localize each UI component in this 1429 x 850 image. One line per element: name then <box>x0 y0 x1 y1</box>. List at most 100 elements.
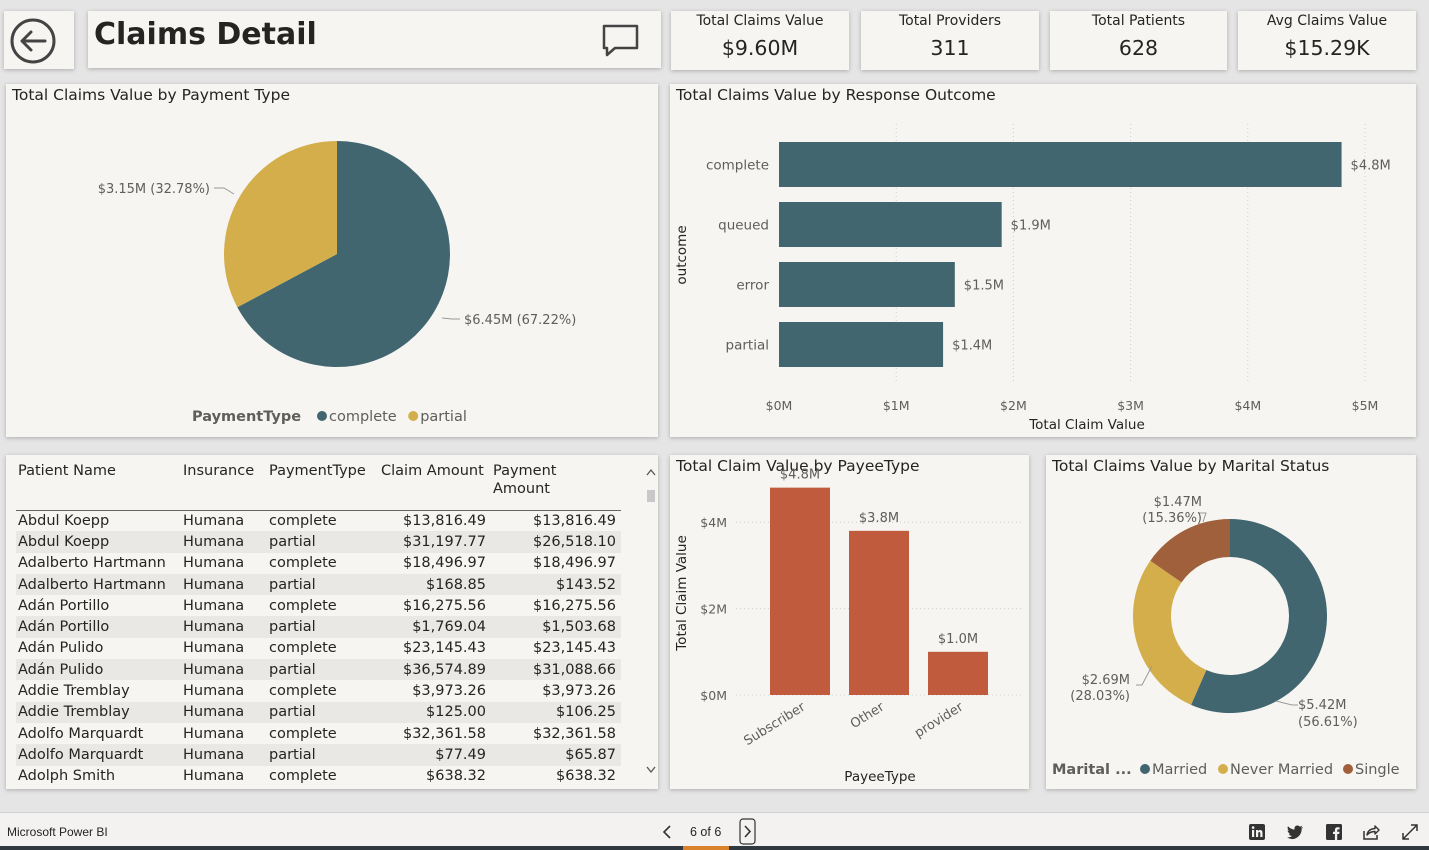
kpi-value: $9.60M <box>721 36 799 60</box>
cell-patient-name: Addie Tremblay <box>18 683 130 700</box>
donut-leader-line <box>1275 700 1298 706</box>
payee-type-bar-visual[interactable]: Total Claim Value by PayeeType $0M $2M $4M… <box>670 455 1029 789</box>
cell-payment-type: complete <box>269 555 337 572</box>
table-row[interactable]: Adán Pulido Humana complete $23,145.43 $23,1… <box>16 638 621 659</box>
cell-patient-name: Addie Tremblay <box>16 701 181 723</box>
cell-patient-name: Adán Portillo <box>16 616 181 638</box>
back-button[interactable] <box>4 11 74 69</box>
table-row[interactable]: Abdul Koepp Humana partial $31,197.77 $26,51… <box>16 531 621 553</box>
scroll-up-icon[interactable] <box>646 468 656 476</box>
column-header-patient-name[interactable]: Patient Name <box>16 460 181 511</box>
pie-data-label: $6.45M (67.22%) <box>464 313 576 328</box>
table-row[interactable]: Adán Pulido Humana partial $36,574.89 $31,08… <box>16 659 621 681</box>
bar-complete[interactable] <box>779 142 1342 187</box>
cell-insurance: Humana <box>183 640 245 657</box>
donut-slice-married[interactable] <box>1191 519 1327 713</box>
cell-claim-amount: $16,275.56 <box>402 597 486 614</box>
legend-marker <box>408 411 419 421</box>
x-tick-label: $2M <box>1000 398 1027 413</box>
x-axis-title: PayeeType <box>844 769 915 785</box>
legend-item-married[interactable]: Married <box>1152 762 1207 778</box>
pie-slice-partial[interactable] <box>223 141 337 308</box>
table-row[interactable]: Adolfo Marquardt Humana partial $77.49 $65.8… <box>16 744 621 766</box>
cell-patient-name: Adolph Smith <box>18 768 116 785</box>
cell-payment-type: complete <box>269 512 337 529</box>
claims-table-visual[interactable]: Patient Name Insurance PaymentType Claim… <box>6 455 658 789</box>
table-row[interactable]: Abdul Koepp Humana complete $13,816.49 $13,8… <box>16 510 621 531</box>
cell-patient-name: Adalberto Hartmann <box>18 555 166 572</box>
cell-payment-type: partial <box>267 744 379 766</box>
table-row[interactable]: Adolfo Marquardt Humana complete $32,361.58… <box>16 723 621 744</box>
legend-item-complete[interactable]: complete <box>329 409 397 425</box>
kpi-total-claims-value: Total Claims Value $9.60M <box>671 11 849 70</box>
table-row[interactable]: Adolph Smith Humana complete $638.32 $638.32 <box>16 766 621 787</box>
scrollbar-thumb[interactable] <box>647 490 655 502</box>
cell-patient-name: Adolfo Marquardt <box>16 744 181 766</box>
y-tick-label: $2M <box>700 602 727 617</box>
cell-payment-type: complete <box>269 683 337 700</box>
table-row[interactable]: Adalberto Hartmann Humana partial $168.85 $1… <box>16 573 621 596</box>
cell-claim-amount: $18,496.97 <box>402 555 486 572</box>
payment-type-pie-visual[interactable]: Total Claims Value by Payment Type $6.45… <box>6 84 658 437</box>
cell-payment-amount: $13,816.49 <box>532 512 616 529</box>
table-scrollbar[interactable] <box>646 467 656 777</box>
cell-claim-amount: $36,574.89 <box>379 659 491 681</box>
bar-queued[interactable] <box>779 202 1002 247</box>
cell-insurance: Humana <box>181 573 267 596</box>
x-category-label: Other <box>848 699 888 732</box>
twitter-icon[interactable] <box>1286 823 1304 841</box>
cell-patient-name: Adalberto Hartmann <box>16 573 181 596</box>
cell-payment-type: partial <box>267 573 379 596</box>
visual-title: Total Claims Value by Response Outcome <box>676 86 996 104</box>
cell-claim-amount: $638.32 <box>426 768 486 785</box>
bar-data-label: $4.8M <box>780 468 820 483</box>
marital-status-donut-visual[interactable]: Total Claims Value by Marital Status $5.… <box>1046 455 1416 789</box>
donut-slice-never-married[interactable] <box>1133 560 1207 705</box>
legend-item-partial[interactable]: partial <box>420 409 467 425</box>
response-outcome-bar-chart: $0M $1M $2M $3M $4M $5M complete $4.8M queued $1.… <box>674 124 1391 433</box>
share-icon[interactable] <box>1362 823 1380 841</box>
cell-payment-amount: $143.52 <box>491 573 621 596</box>
bar-subscriber[interactable] <box>770 487 830 695</box>
column-header-payment-type[interactable]: PaymentType <box>267 460 379 511</box>
scroll-down-icon[interactable] <box>646 766 656 774</box>
legend-item-single[interactable]: Single <box>1355 762 1400 778</box>
cell-patient-name: Abdul Koepp <box>18 512 110 529</box>
cell-claim-amount: $31,197.77 <box>379 531 491 553</box>
cell-payment-amount: $3,973.26 <box>542 683 616 700</box>
response-outcome-bar-visual[interactable]: Total Claims Value by Response Outcome $… <box>670 84 1416 437</box>
cell-insurance: Humana <box>181 701 267 723</box>
legend-item-never-married[interactable]: Never Married <box>1230 762 1333 778</box>
cell-insurance: Humana <box>183 768 245 785</box>
bar-error[interactable] <box>779 262 955 307</box>
table-row[interactable]: Addie Tremblay Humana complete $3,973.26 $3,… <box>16 680 621 701</box>
table-row[interactable]: Adán Portillo Humana complete $16,275.56 $16… <box>16 595 621 616</box>
cell-claim-amount: $1,769.04 <box>379 616 491 638</box>
comment-icon[interactable] <box>601 23 641 59</box>
y-tick-label: $0M <box>700 688 727 703</box>
donut-slice-single[interactable] <box>1150 519 1230 583</box>
table-row[interactable]: Adalberto Hartmann Humana complete $18,496.… <box>16 553 621 574</box>
table-row[interactable]: Addie Tremblay Humana partial $125.00 $106.2… <box>16 701 621 723</box>
fullscreen-icon[interactable] <box>1401 823 1419 841</box>
bar-partial[interactable] <box>779 322 944 367</box>
linkedin-icon[interactable] <box>1248 823 1266 841</box>
y-tick-label: $4M <box>700 515 727 530</box>
prev-page-icon[interactable] <box>661 824 673 840</box>
legend-marker <box>317 411 327 421</box>
bar-provider[interactable] <box>928 651 988 695</box>
footer-brand[interactable]: Microsoft Power BI <box>7 825 108 839</box>
column-header-claim-amount[interactable]: Claim Amount <box>379 460 491 511</box>
next-page-icon[interactable] <box>739 818 757 846</box>
facebook-icon[interactable] <box>1325 823 1343 841</box>
column-header-payment-amount[interactable]: Payment Amount <box>491 460 621 511</box>
cell-payment-type: complete <box>269 725 337 742</box>
y-axis-title: outcome <box>674 225 690 284</box>
column-header-insurance[interactable]: Insurance <box>181 460 267 511</box>
table-row[interactable]: Adán Portillo Humana partial $1,769.04 $1,50… <box>16 616 621 638</box>
pie-slice-complete[interactable] <box>237 141 450 367</box>
y-category-label: error <box>736 278 769 294</box>
legend-title: Marital ... <box>1052 762 1132 778</box>
bar-other[interactable] <box>849 530 909 695</box>
bar-data-label: $1.0M <box>938 632 978 647</box>
